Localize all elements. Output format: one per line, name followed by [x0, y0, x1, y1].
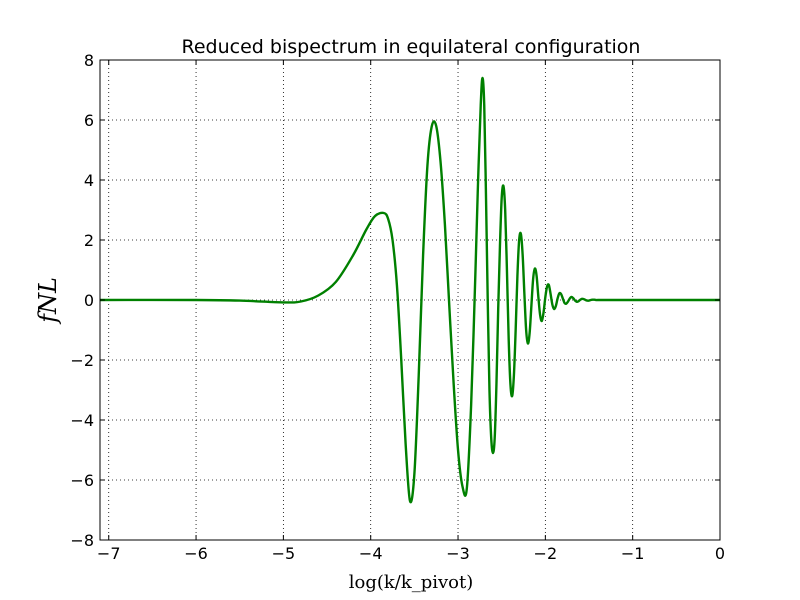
- y-tick-label: 0: [84, 291, 94, 310]
- y-tick-label: 8: [84, 51, 94, 70]
- series-line-fnl: [100, 76, 720, 504]
- y-tick-label: 6: [84, 111, 94, 130]
- y-tick-label: −2: [70, 351, 94, 370]
- y-tick-label: 2: [84, 231, 94, 250]
- x-tick-label: −5: [272, 544, 296, 563]
- y-axis-label-text: fNL: [34, 277, 62, 325]
- x-tick-label: −3: [446, 544, 470, 563]
- x-tick-label: −6: [184, 544, 208, 563]
- x-tick-label: −1: [621, 544, 645, 563]
- x-tick-label: −4: [359, 544, 383, 563]
- y-tick-label: 4: [84, 171, 94, 190]
- plot-area: [100, 76, 720, 504]
- x-tick-label: −2: [534, 544, 558, 563]
- x-axis-label-text: log(k/k_pivot): [349, 572, 474, 593]
- y-tick-label: −6: [70, 471, 94, 490]
- x-tick-label: −7: [97, 544, 121, 563]
- x-axis-label: log(k/k_pivot): [349, 572, 474, 593]
- y-axis-label: fNL: [34, 277, 62, 325]
- ticks: −7 −6 −5 −4 −3 −2 −1 0 −8 −6 −4 −2 0 2 4 6 8: [70, 51, 725, 563]
- chart-title: Reduced bispectrum in equilateral config…: [182, 36, 641, 58]
- y-tick-label: −4: [70, 411, 94, 430]
- y-tick-label: −8: [70, 531, 94, 550]
- x-tick-label: 0: [715, 544, 725, 563]
